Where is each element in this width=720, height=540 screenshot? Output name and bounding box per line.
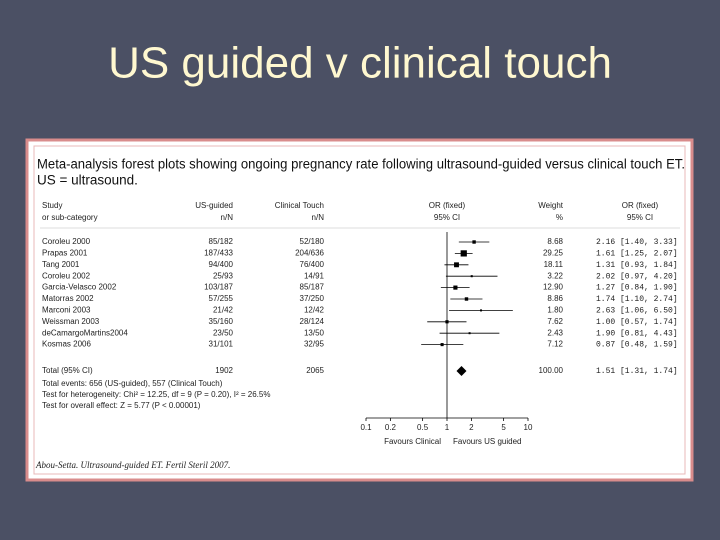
column-header: OR (fixed) bbox=[429, 201, 466, 210]
column-header: OR (fixed) bbox=[622, 201, 659, 210]
odds-ratio-ci: 1.51 [1.31, 1.74] bbox=[596, 367, 678, 376]
us-guided: 21/42 bbox=[213, 306, 234, 315]
weight: 29.25 bbox=[543, 249, 564, 258]
clinical-touch: 32/95 bbox=[304, 340, 325, 349]
or-square bbox=[464, 297, 469, 301]
weight: 2.43 bbox=[547, 328, 563, 337]
figure-frame bbox=[25, 138, 694, 482]
odds-ratio-ci: 1.27 [0.84, 1.90] bbox=[596, 284, 678, 293]
clinical-touch: 204/636 bbox=[295, 249, 324, 258]
or-square bbox=[468, 332, 471, 335]
us-guided: 187/433 bbox=[204, 249, 233, 258]
favours-left: Favours Clinical bbox=[384, 437, 441, 446]
odds-ratio-ci: 2.16 [1.40, 3.33] bbox=[596, 238, 678, 247]
study-name: Total (95% CI) bbox=[42, 366, 93, 375]
note: Total events: 656 (US-guided), 557 (Clin… bbox=[42, 379, 223, 388]
us-guided: 31/101 bbox=[209, 340, 234, 349]
favours-right: Favours US guided bbox=[453, 437, 521, 446]
study-name: Tang 2001 bbox=[42, 260, 80, 269]
column-header: 95% CI bbox=[627, 213, 653, 222]
or-square bbox=[453, 285, 458, 290]
clinical-touch: 76/400 bbox=[300, 260, 325, 269]
study-name: Kosmas 2006 bbox=[42, 340, 91, 349]
study-name: Marconi 2003 bbox=[42, 306, 91, 315]
odds-ratio-ci: 1.61 [1.25, 2.07] bbox=[596, 250, 678, 259]
odds-ratio-ci: 0.87 [0.48, 1.59] bbox=[596, 341, 678, 350]
or-square bbox=[460, 250, 467, 257]
x-tick-label: 10 bbox=[524, 423, 533, 432]
figure-inner-frame bbox=[33, 145, 686, 475]
weight: 100.00 bbox=[539, 366, 564, 375]
column-header: Weight bbox=[538, 201, 564, 210]
or-square bbox=[480, 309, 483, 312]
study-name: Garcia-Velasco 2002 bbox=[42, 283, 117, 292]
odds-ratio-ci: 1.31 [0.93, 1.84] bbox=[596, 261, 678, 270]
us-guided: 57/255 bbox=[209, 294, 234, 303]
column-header: 95% CI bbox=[434, 213, 460, 222]
x-tick-label: 5 bbox=[501, 423, 506, 432]
source: Abou-Setta. Ultrasound-guided ET. Fertil… bbox=[35, 460, 230, 470]
caption: Meta-analysis forest plots showing ongoi… bbox=[37, 157, 685, 172]
odds-ratio-ci: 2.63 [1.06, 6.50] bbox=[596, 307, 678, 316]
weight: 8.68 bbox=[547, 237, 563, 246]
odds-ratio-ci: 1.74 [1.10, 2.74] bbox=[596, 295, 678, 304]
column-header: US-guided bbox=[195, 201, 233, 210]
note: Test for heterogeneity: Chi² = 12.25, df… bbox=[42, 390, 270, 399]
study-name: Coroleu 2002 bbox=[42, 271, 91, 280]
us-guided: 85/182 bbox=[209, 237, 234, 246]
us-guided: 94/400 bbox=[209, 260, 234, 269]
clinical-touch: 2065 bbox=[306, 366, 324, 375]
study-name: Coroleu 2000 bbox=[42, 237, 91, 246]
study-name: Weissman 2003 bbox=[42, 317, 100, 326]
x-tick-label: 1 bbox=[445, 423, 450, 432]
caption: US = ultrasound. bbox=[37, 173, 138, 188]
clinical-touch: 37/250 bbox=[300, 294, 325, 303]
column-header: Study bbox=[42, 201, 62, 210]
column-header: n/N bbox=[221, 213, 234, 222]
clinical-touch: 85/187 bbox=[300, 283, 325, 292]
odds-ratio-ci: 1.00 [0.57, 1.74] bbox=[596, 318, 678, 327]
us-guided: 35/160 bbox=[209, 317, 234, 326]
or-square bbox=[454, 262, 459, 268]
weight: 18.11 bbox=[544, 260, 564, 269]
clinical-touch: 13/50 bbox=[304, 328, 325, 337]
study-name: deCamargoMartins2004 bbox=[42, 328, 128, 337]
note: Test for overall effect: Z = 5.77 (P < 0… bbox=[42, 401, 201, 410]
slide-title: US guided v clinical touch bbox=[108, 39, 612, 88]
clinical-touch: 52/180 bbox=[300, 237, 325, 246]
x-tick-label: 0.1 bbox=[360, 423, 372, 432]
clinical-touch: 14/91 bbox=[304, 271, 325, 280]
weight: 7.12 bbox=[547, 340, 563, 349]
column-header: or sub-category bbox=[42, 213, 98, 222]
x-tick-label: 0.2 bbox=[385, 423, 397, 432]
weight: 1.80 bbox=[547, 306, 563, 315]
us-guided: 23/50 bbox=[213, 328, 234, 337]
column-header: n/N bbox=[312, 213, 325, 222]
weight: 3.22 bbox=[547, 271, 563, 280]
us-guided: 103/187 bbox=[204, 283, 233, 292]
study-name: Prapas 2001 bbox=[42, 249, 88, 258]
column-header: % bbox=[556, 213, 563, 222]
weight: 8.86 bbox=[547, 294, 563, 303]
or-square bbox=[472, 240, 476, 244]
summary-diamond bbox=[456, 366, 467, 376]
clinical-touch: 28/124 bbox=[300, 317, 325, 326]
or-square bbox=[470, 275, 473, 278]
odds-ratio-ci: 1.90 [0.81, 4.43] bbox=[596, 329, 678, 338]
us-guided: 1902 bbox=[215, 366, 233, 375]
x-tick-label: 2 bbox=[469, 423, 474, 432]
odds-ratio-ci: 2.02 [0.97, 4.20] bbox=[596, 272, 678, 281]
us-guided: 25/93 bbox=[213, 271, 234, 280]
study-name: Matorras 2002 bbox=[42, 294, 94, 303]
or-square bbox=[440, 343, 444, 347]
weight: 12.90 bbox=[543, 283, 564, 292]
clinical-touch: 12/42 bbox=[304, 306, 325, 315]
weight: 7.62 bbox=[547, 317, 563, 326]
x-tick-label: 0.5 bbox=[417, 423, 429, 432]
column-header: Clinical Touch bbox=[275, 201, 324, 210]
